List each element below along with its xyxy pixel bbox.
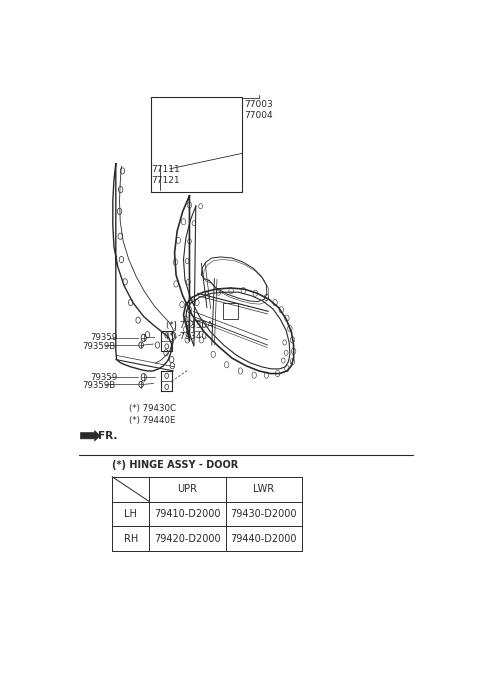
Text: 79359B: 79359B <box>83 342 116 351</box>
Text: UPR: UPR <box>178 484 197 494</box>
FancyArrow shape <box>81 431 100 441</box>
Text: RH: RH <box>123 534 138 544</box>
Text: LWR: LWR <box>253 484 274 494</box>
Bar <box>223 303 238 319</box>
Text: FR.: FR. <box>98 431 118 441</box>
Bar <box>193 320 203 330</box>
Text: 79359B: 79359B <box>83 382 116 390</box>
Text: 77111
77121: 77111 77121 <box>151 165 180 185</box>
Text: (*) 79430C
(*) 79440E: (*) 79430C (*) 79440E <box>129 404 176 425</box>
Text: (*) HINGE ASSY - DOOR: (*) HINGE ASSY - DOOR <box>112 460 239 470</box>
Text: 79430-D2000: 79430-D2000 <box>230 509 297 519</box>
Text: (*) 79330A
(*) 79340: (*) 79330A (*) 79340 <box>166 321 213 341</box>
Text: 77003
77004: 77003 77004 <box>245 100 274 120</box>
Text: 79440-D2000: 79440-D2000 <box>230 534 297 544</box>
Text: 79420-D2000: 79420-D2000 <box>154 534 221 544</box>
Bar <box>151 98 242 192</box>
Text: 79359: 79359 <box>91 373 118 382</box>
Text: LH: LH <box>124 509 137 519</box>
Text: 79410-D2000: 79410-D2000 <box>154 509 221 519</box>
Text: 79359: 79359 <box>91 333 118 343</box>
